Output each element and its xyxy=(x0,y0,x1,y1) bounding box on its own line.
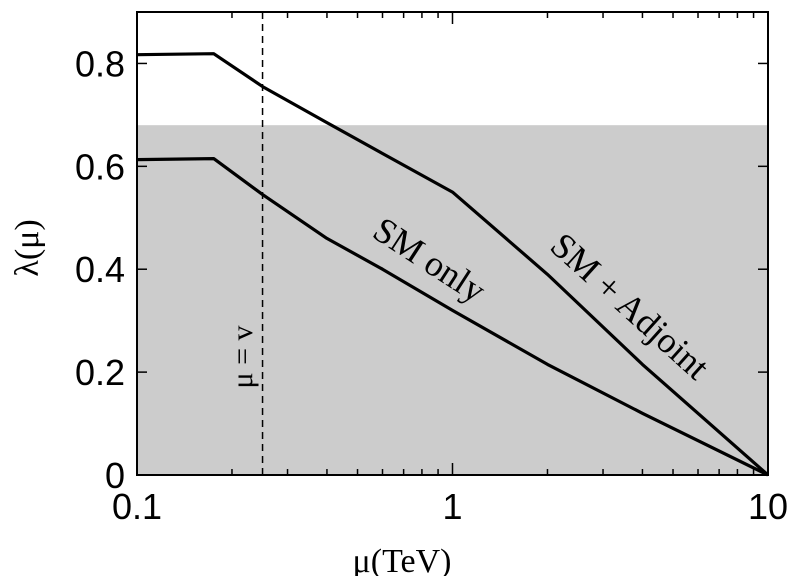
y-tick-label: 0 xyxy=(105,455,125,496)
curves xyxy=(136,52,770,477)
x-axis-label: μ(TeV) xyxy=(353,543,452,576)
y-tick-label: 0.6 xyxy=(75,146,125,187)
vline-label: μ = v xyxy=(226,325,259,388)
tick-labels: 0 0.2 0.4 0.6 0.8 0.1 1 10 xyxy=(75,43,788,527)
x-tick-label: 1 xyxy=(442,486,462,527)
x-tick-label: 10 xyxy=(748,486,788,527)
y-tick-label: 0.4 xyxy=(75,249,125,290)
series-line-sm-adjoint xyxy=(136,52,770,477)
y-axis-label: λ(μ) xyxy=(9,219,46,276)
y-tick-label: 0.8 xyxy=(75,43,125,84)
x-tick-label: 0.1 xyxy=(112,486,162,527)
y-tick-label: 0.2 xyxy=(75,352,125,393)
series-line-sm-only xyxy=(136,157,769,477)
plot-frame xyxy=(136,11,769,476)
shaded-region xyxy=(137,125,768,475)
